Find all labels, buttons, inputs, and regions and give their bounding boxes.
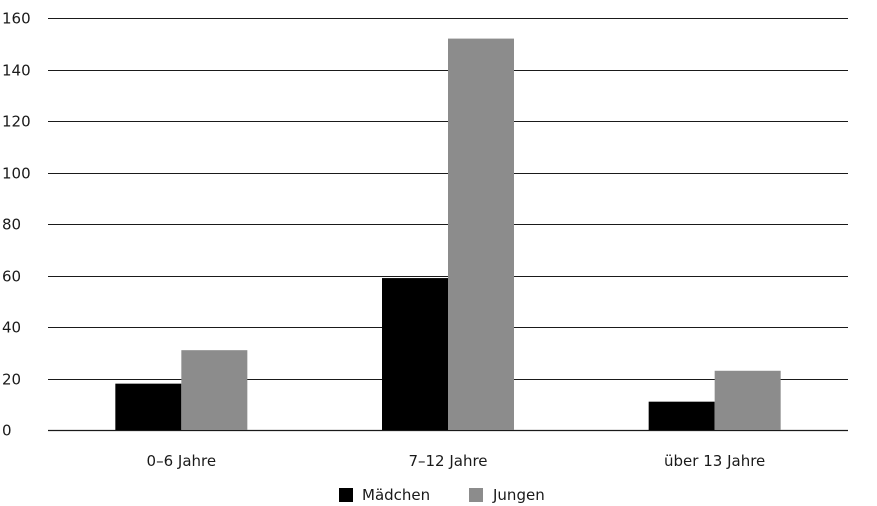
bar-jungen bbox=[448, 38, 514, 430]
bars bbox=[115, 38, 781, 430]
bar-maedchen bbox=[648, 401, 715, 430]
y-tick-label: 20 bbox=[2, 371, 21, 389]
x-category-label: 7–12 Jahre bbox=[408, 452, 487, 470]
bar-jungen bbox=[714, 370, 781, 430]
legend-label-jungen: Jungen bbox=[492, 486, 545, 504]
y-tick-label: 0 bbox=[2, 422, 12, 440]
y-tick-label: 80 bbox=[2, 216, 21, 234]
y-tick-label: 160 bbox=[2, 10, 31, 28]
y-tick-label: 40 bbox=[2, 319, 21, 337]
bar-maedchen bbox=[382, 278, 448, 430]
y-tick-label: 60 bbox=[2, 268, 21, 286]
y-tick-label: 140 bbox=[2, 62, 31, 80]
y-axis-ticks: 0 20 40 60 80 100 120 140 160 bbox=[2, 10, 31, 440]
y-tick-label: 120 bbox=[2, 113, 31, 131]
y-tick-label: 100 bbox=[2, 165, 31, 183]
legend-swatch-jungen bbox=[469, 488, 483, 502]
bar-maedchen bbox=[115, 383, 182, 430]
bar-jungen bbox=[181, 350, 248, 430]
x-axis-categories: 0–6 Jahre 7–12 Jahre über 13 Jahre bbox=[147, 452, 766, 470]
x-category-label: über 13 Jahre bbox=[664, 452, 765, 470]
x-category-label: 0–6 Jahre bbox=[147, 452, 217, 470]
legend: Mädchen Jungen bbox=[339, 486, 545, 504]
legend-label-maedchen: Mädchen bbox=[362, 486, 430, 504]
legend-swatch-maedchen bbox=[339, 488, 353, 502]
